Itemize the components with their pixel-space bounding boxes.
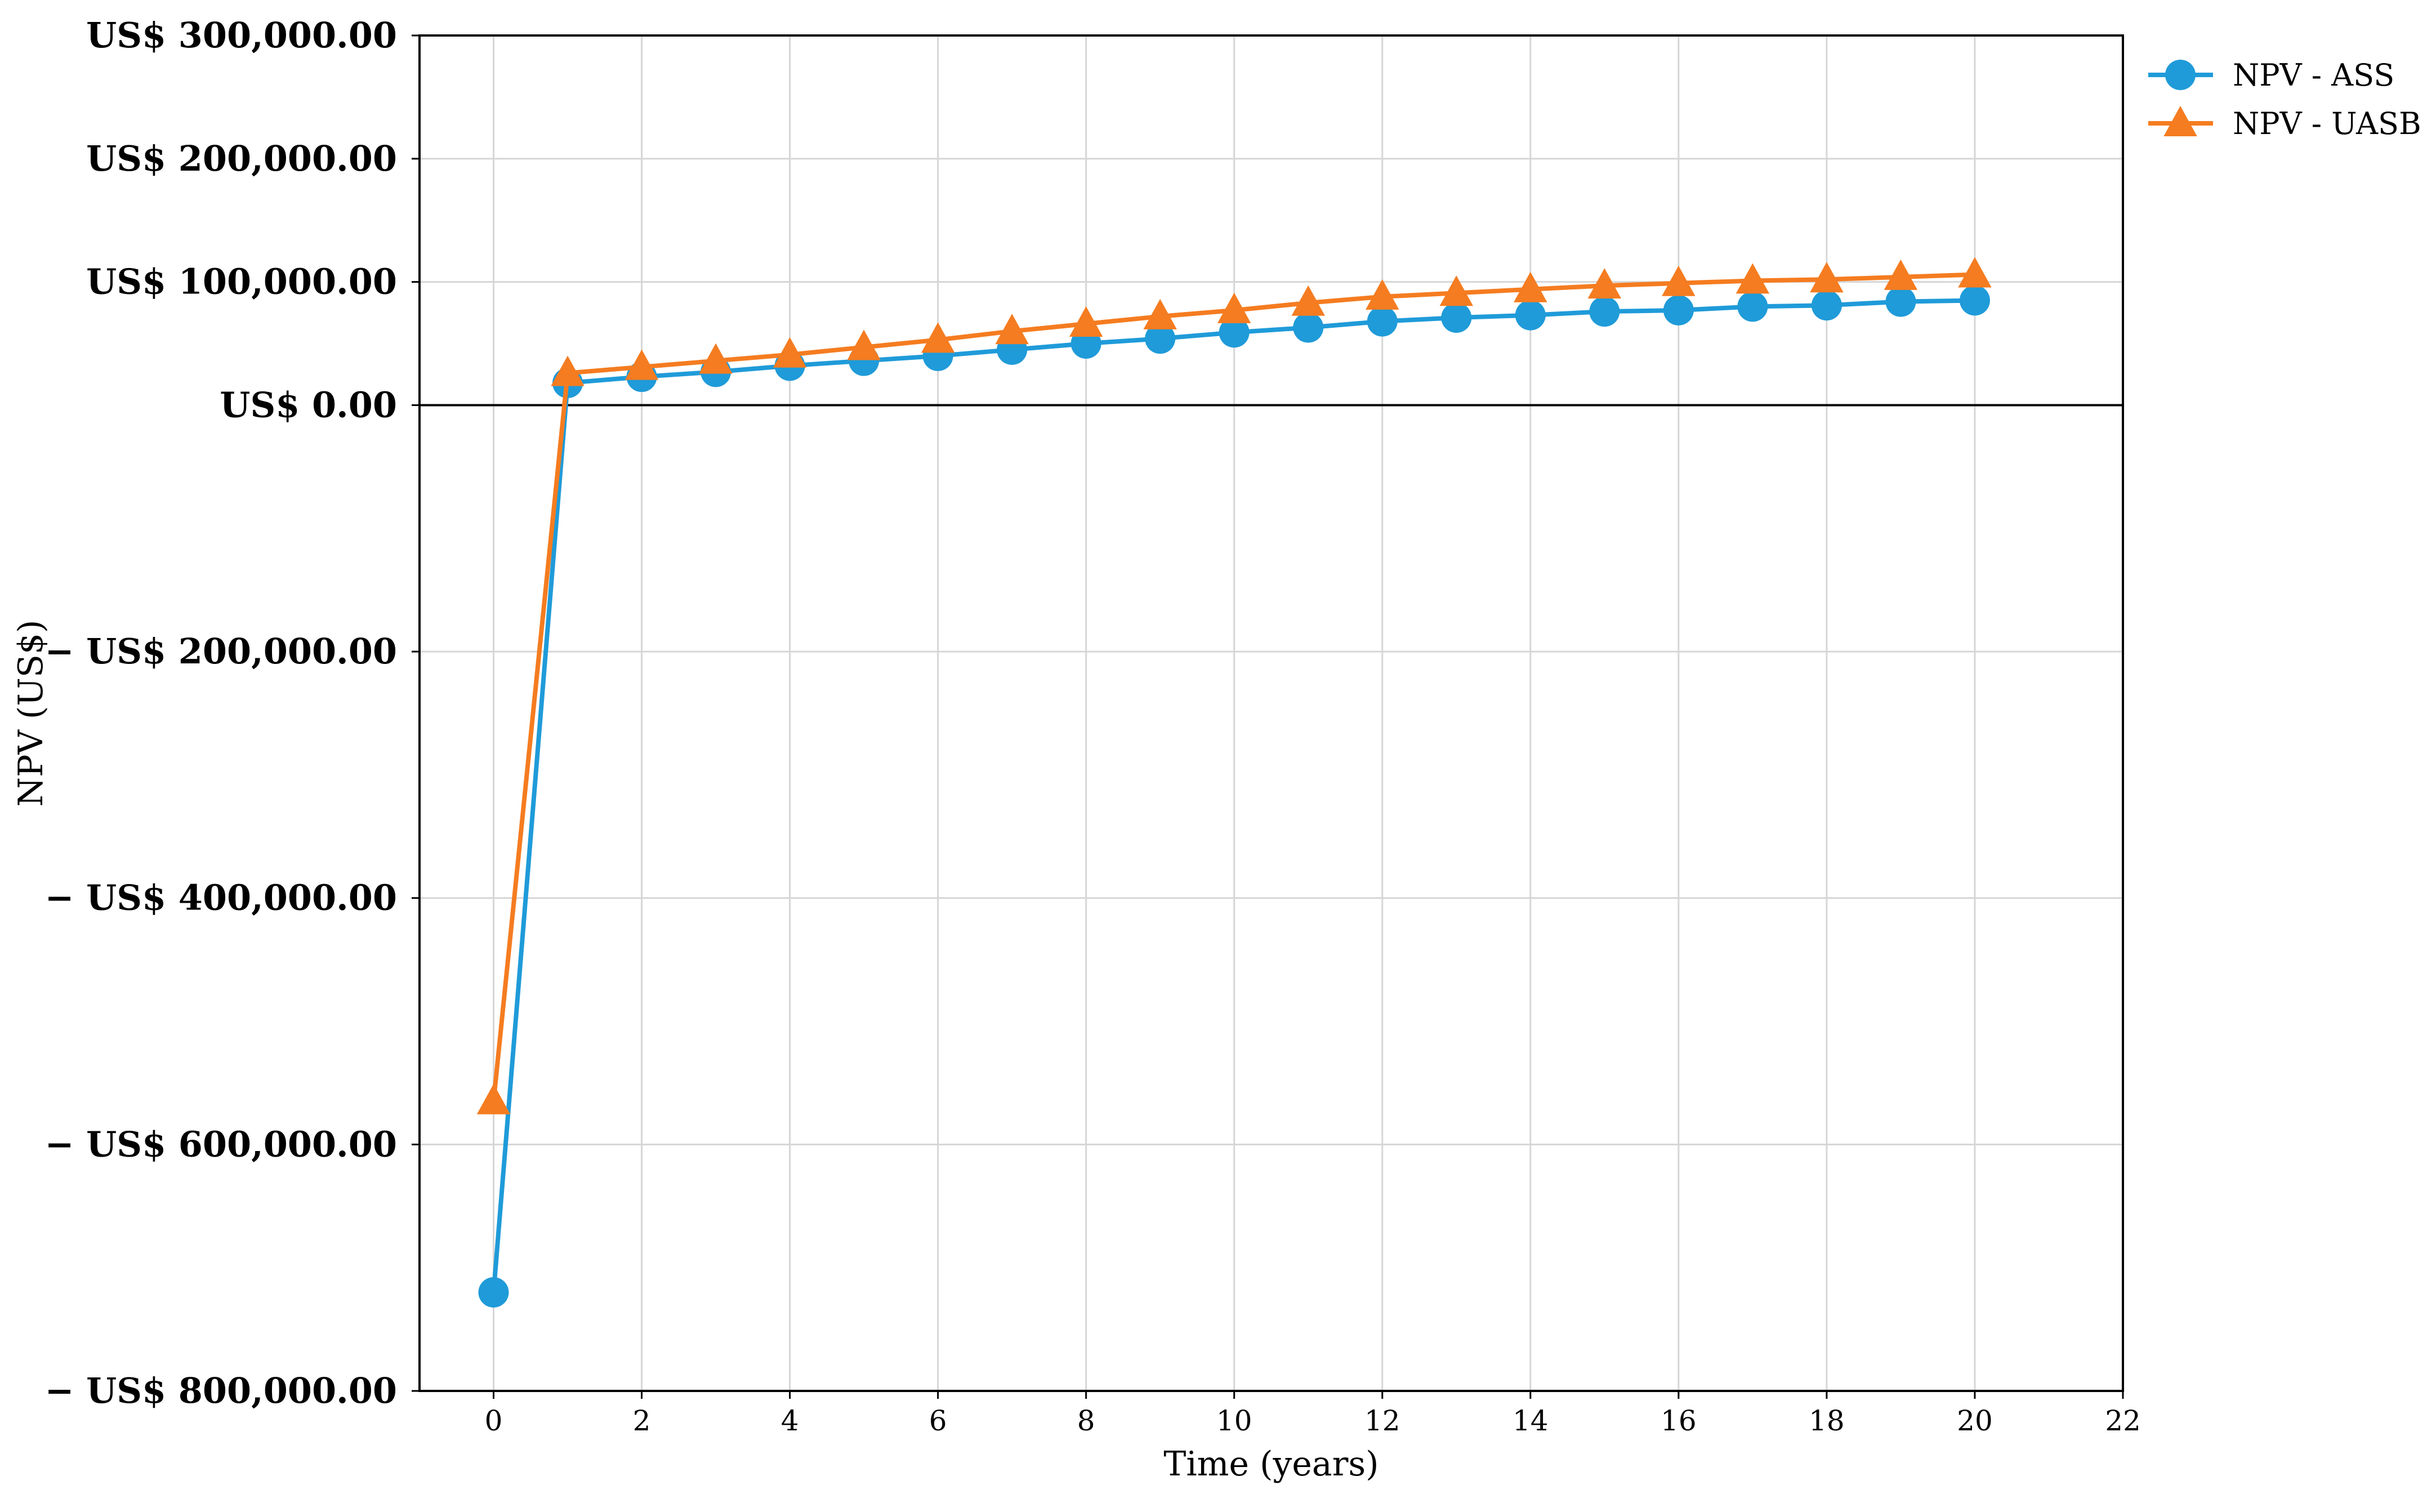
- data-point: [1145, 323, 1176, 354]
- y-tick-label: US$ 0.00: [220, 384, 397, 425]
- data-point: [699, 343, 733, 374]
- data-point: [1811, 290, 1842, 321]
- y-tick-label: US$ 300,000.00: [86, 15, 397, 56]
- data-point: [1810, 262, 1844, 293]
- data-point: [1884, 259, 1918, 290]
- y-tick-label: US$ 100,000.00: [86, 261, 397, 302]
- data-point: [1589, 296, 1620, 327]
- data-point: [1959, 285, 1990, 316]
- x-tick-label: 4: [781, 1404, 799, 1437]
- x-tick-label: 6: [929, 1404, 947, 1437]
- data-point: [847, 329, 881, 360]
- x-tick-label: 10: [1216, 1404, 1252, 1437]
- legend-label: NPV - ASS: [2233, 57, 2394, 93]
- legend-marker: [2165, 60, 2196, 90]
- data-point: [1663, 295, 1694, 325]
- y-tick-label: − US$ 800,000.00: [45, 1370, 397, 1411]
- data-point: [1736, 263, 1770, 294]
- data-point: [1219, 317, 1250, 348]
- x-tick-label: 22: [2105, 1404, 2141, 1437]
- data-point: [1366, 279, 1399, 310]
- series-npv-uasb: [476, 257, 1992, 1114]
- data-point: [995, 314, 1029, 345]
- data-point: [1217, 292, 1251, 323]
- data-point: [1291, 285, 1325, 316]
- data-point: [1143, 298, 1177, 329]
- data-point: [1958, 257, 1992, 288]
- data-point: [476, 1083, 511, 1114]
- data-point: [1885, 286, 1916, 317]
- x-tick-label: 14: [1513, 1404, 1549, 1437]
- x-axis-ticks: 0 2 4 6 8 10 12 14 16 18 20 22: [485, 1391, 2141, 1437]
- y-tick-label: − US$ 600,000.00: [45, 1123, 397, 1165]
- legend-item: NPV - ASS: [2148, 57, 2394, 93]
- data-point: [1367, 306, 1398, 337]
- x-axis-label: Time (years): [1163, 1444, 1378, 1484]
- x-tick-label: 12: [1364, 1404, 1400, 1437]
- data-point: [1514, 271, 1547, 302]
- data-point: [1293, 312, 1324, 343]
- series-layer: [476, 257, 1992, 1308]
- data-point: [1515, 300, 1546, 331]
- data-point: [1441, 302, 1472, 333]
- x-tick-label: 0: [485, 1404, 503, 1437]
- data-point: [624, 349, 659, 380]
- data-point: [1662, 265, 1696, 296]
- legend: NPV - ASS NPV - UASB: [2148, 57, 2421, 141]
- legend-item: NPV - UASB: [2148, 105, 2421, 141]
- x-tick-label: 16: [1661, 1404, 1697, 1437]
- x-tick-label: 8: [1077, 1404, 1095, 1437]
- data-point: [1069, 306, 1103, 337]
- y-tick-label: − US$ 200,000.00: [45, 631, 397, 672]
- data-point: [773, 337, 807, 368]
- data-point: [921, 322, 955, 353]
- data-point: [478, 1277, 509, 1308]
- grid: [420, 34, 2124, 1392]
- legend-marker: [2163, 105, 2197, 136]
- data-point: [1587, 268, 1622, 299]
- data-point: [1439, 275, 1474, 306]
- x-tick-label: 18: [1809, 1404, 1845, 1437]
- y-tick-label: − US$ 400,000.00: [45, 877, 397, 918]
- x-tick-label: 20: [1957, 1404, 1993, 1437]
- y-tick-label: US$ 200,000.00: [86, 138, 397, 179]
- x-tick-label: 2: [633, 1404, 651, 1437]
- y-axis-ticks: US$ 300,000.00 US$ 200,000.00 US$ 100,000.…: [45, 15, 420, 1411]
- y-axis-label: NPV (US$): [11, 620, 51, 807]
- data-point: [1737, 291, 1768, 322]
- plot-area-frame: [418, 34, 2124, 1392]
- legend-label: NPV - UASB: [2233, 106, 2421, 141]
- data-point: [551, 355, 585, 386]
